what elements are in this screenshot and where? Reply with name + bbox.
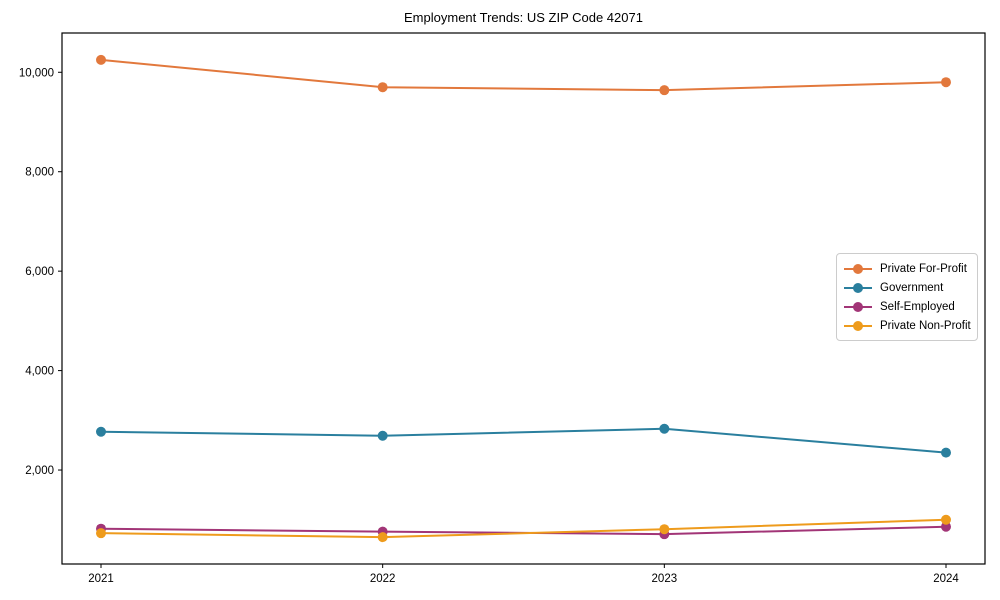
x-tick-label: 2024	[933, 573, 959, 585]
data-point-private-for-profit-2024	[941, 77, 951, 88]
data-point-private-non-profit-2023	[659, 524, 670, 535]
chart-title: Employment Trends: US ZIP Code 42071	[404, 10, 643, 25]
legend-line-marker-icon	[844, 263, 872, 274]
data-point-government-2022	[377, 430, 388, 441]
legend-dot-icon	[853, 282, 863, 293]
data-point-private-non-profit-2022	[377, 532, 388, 543]
axes-frame	[61, 32, 986, 565]
legend-label: Government	[880, 281, 944, 294]
x-tick-label: 2023	[652, 573, 678, 585]
y-tick-label: 4,000	[25, 366, 54, 378]
legend-label: Self-Employed	[880, 300, 955, 313]
y-tick-label: 10,000	[19, 67, 54, 79]
data-point-private-for-profit-2022	[377, 82, 388, 93]
legend-line-marker-icon	[844, 282, 872, 293]
data-point-government-2021	[96, 426, 106, 437]
data-point-government-2024	[941, 447, 951, 458]
x-tick-label: 2022	[370, 573, 396, 585]
legend-item-private-non-profit: Private Non-Profit	[844, 316, 971, 335]
data-point-private-for-profit-2021	[96, 54, 106, 65]
data-point-private-non-profit-2024	[941, 514, 951, 525]
legend-line-marker-icon	[844, 320, 872, 331]
y-tick-label: 2,000	[25, 465, 54, 477]
legend-item-private-for-profit: Private For-Profit	[844, 259, 970, 278]
data-point-private-for-profit-2023	[659, 85, 670, 96]
series-line-private-for-profit	[100, 58, 947, 92]
legend-dot-icon	[853, 301, 863, 312]
y-tick-label: 6,000	[25, 266, 54, 278]
legend-item-self-employed: Self-Employed	[844, 297, 970, 316]
legend-dot-icon	[853, 263, 863, 274]
data-point-private-non-profit-2021	[96, 528, 106, 539]
y-tick-label: 8,000	[25, 167, 54, 179]
data-point-self-employed-2024	[941, 521, 951, 532]
series-line-government	[100, 427, 947, 454]
x-tick-label: 2021	[88, 573, 114, 585]
legend-label: Private For-Profit	[880, 262, 967, 275]
series-line-private-non-profit	[100, 518, 947, 539]
legend-dot-icon	[853, 320, 863, 331]
data-point-government-2023	[659, 423, 670, 434]
legend: Private For-Profit Government Self-Emplo…	[836, 253, 978, 341]
legend-label: Private Non-Profit	[880, 319, 971, 332]
legend-line-marker-icon	[844, 301, 872, 312]
legend-item-government: Government	[844, 278, 970, 297]
